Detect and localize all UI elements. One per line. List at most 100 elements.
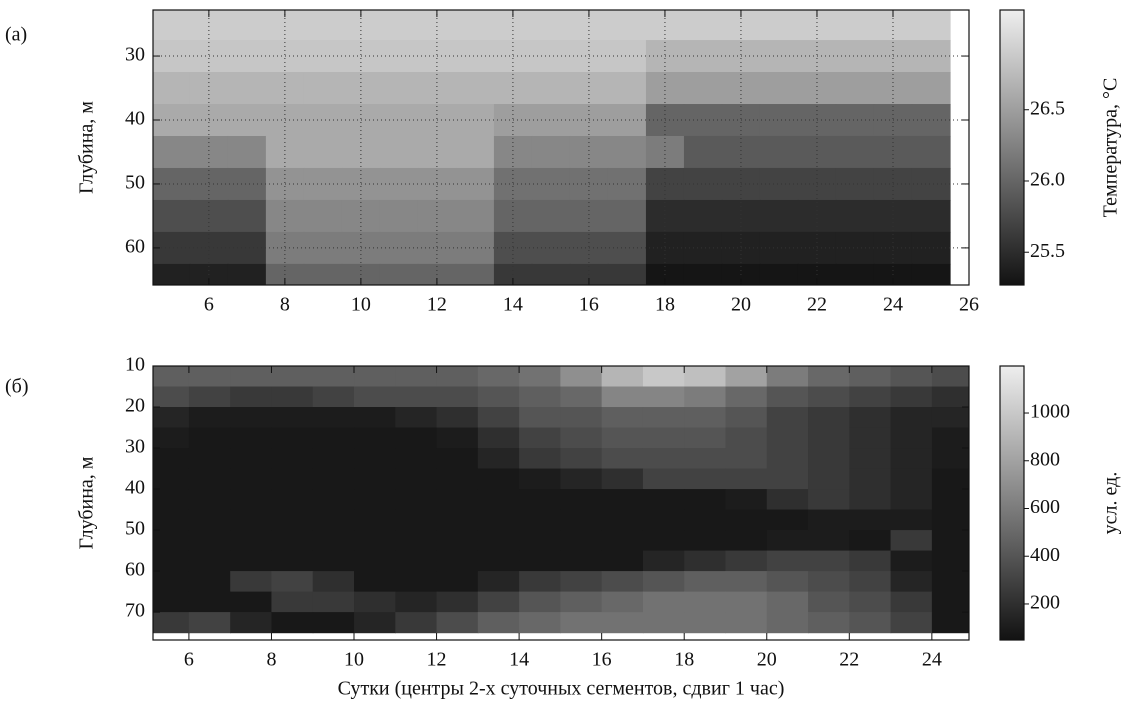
heat-cell [531,263,571,285]
x-tick-label: 10 [344,649,364,671]
heat-cell [312,530,355,552]
heat-cell [455,135,495,169]
heat-cell [379,72,419,105]
heat-cell [766,509,809,531]
heat-cell [642,366,685,388]
heat-cell [849,427,892,449]
heat-cell [227,40,267,73]
heat-cell [153,468,190,490]
heat-cell [560,407,603,429]
heat-cell [642,407,685,429]
heat-cell [341,135,381,169]
x-tick-label: 6 [204,294,214,316]
heat-cell [601,386,644,408]
heat-cell [683,231,723,265]
x-tick-label: 8 [266,649,276,671]
heat-cell [519,427,561,449]
heat-cell [759,167,799,201]
heat-cell [808,489,850,511]
heat-cell [890,427,933,449]
heat-cell [911,199,951,233]
heat-cell [601,468,644,490]
heat-cell [531,231,571,265]
heat-cell [683,167,723,201]
heat-cell [153,407,190,429]
heat-cell [601,530,644,552]
heat-cell [601,448,644,470]
heat-cell [379,40,419,73]
heat-cell [560,468,603,490]
heat-cell [645,135,685,169]
heat-cell [849,407,892,429]
heat-cell [436,550,479,572]
heat-cell [455,167,495,201]
heat-cell [227,10,267,41]
heat-cell [477,571,520,593]
heat-cell [436,530,479,552]
x-tick-label: 14 [503,294,523,316]
heat-cell [808,612,850,634]
heat-cell [153,199,191,233]
heat-cell [560,509,603,531]
heat-cell [436,407,479,429]
heat-cell [931,448,969,470]
heat-cell [759,72,799,105]
heat-cell [601,427,644,449]
heat-cell [455,40,495,73]
heat-cell [873,72,913,105]
heat-cell [395,509,438,531]
heat-cell [684,530,727,552]
heat-cell [911,167,951,201]
heat-cell [312,448,355,470]
heat-cell [188,571,231,593]
heat-cell [395,591,438,613]
heat-cell [354,407,396,429]
heat-cell [601,489,644,511]
heat-cell [725,468,768,490]
heat-cell [230,550,273,572]
heat-cell [560,591,603,613]
heat-cell [911,104,951,137]
heat-cell [227,135,267,169]
heat-cell [759,135,799,169]
heat-cell [271,468,314,490]
heat-cell [642,489,685,511]
heat-cell [890,509,933,531]
heat-cell [153,591,190,613]
heat-cell [759,10,799,41]
heat-cell [835,72,875,105]
y-axis-label: Глубина, м [76,101,98,194]
heat-cell [684,448,727,470]
heat-cell [271,612,314,634]
heat-cell [230,571,273,593]
heat-cell [808,427,850,449]
heat-cell [931,550,969,572]
heat-cell [931,530,969,552]
heat-cell [835,231,875,265]
heat-cell [477,407,520,429]
heat-cell [153,386,190,408]
heat-cell [230,407,273,429]
heat-cell [766,366,809,388]
colorbar-tick-label: 26.0 [1030,169,1065,191]
heat-cell [931,468,969,490]
heat-cell [890,591,933,613]
heat-cell [931,509,969,531]
heat-cell [312,468,355,490]
heat-cell [341,199,381,233]
heat-cell [153,448,190,470]
heat-cell [721,72,761,105]
heat-cell [230,530,273,552]
heat-cell [601,509,644,531]
heat-cell [455,231,495,265]
heat-cell [684,386,727,408]
heat-cell [519,489,561,511]
heat-cell [271,591,314,613]
heat-cell [455,10,495,41]
heat-cell [227,72,267,105]
heat-cell [312,386,355,408]
heat-cell [873,199,913,233]
heat-cell [642,509,685,531]
heat-cell [531,10,571,41]
colorbar-tick-label: 25.5 [1030,240,1065,262]
